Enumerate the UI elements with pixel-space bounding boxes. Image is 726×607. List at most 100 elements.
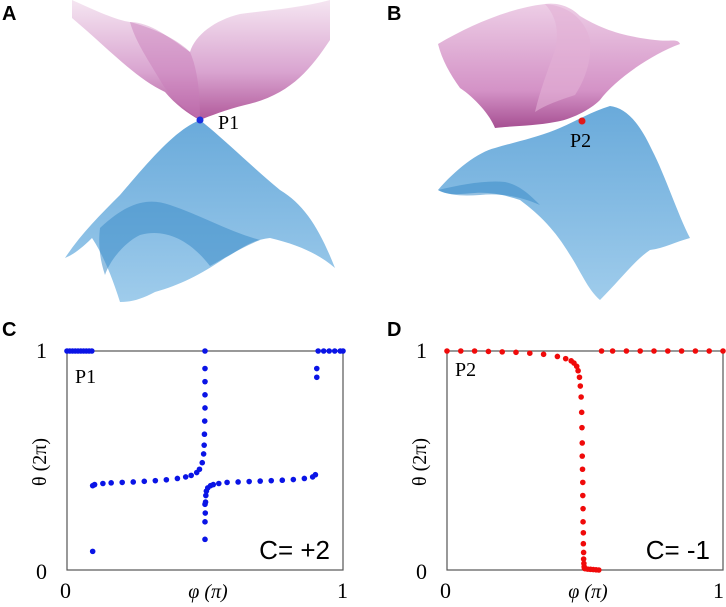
data-point-c-4-2: [203, 492, 209, 499]
data-point-d-1-6: [579, 492, 586, 499]
data-point-c-4-6: [210, 481, 217, 488]
data-point-c-3-6: [202, 365, 208, 372]
lower-band-surface-a: [65, 120, 335, 302]
band-surface-b: [438, 3, 690, 300]
data-point-d-1-3: [579, 453, 586, 459]
upper-band-surface-a: [72, 0, 330, 120]
data-point-c-3-7: [202, 348, 208, 354]
x-tick-label-c-right: 1: [337, 578, 348, 603]
data-point-d-3-9: [720, 348, 726, 354]
data-point-c-4-11: [257, 478, 264, 484]
data-point-d-0-9: [562, 355, 569, 362]
data-point-d-0-8: [554, 353, 561, 360]
data-point-c-4-15: [301, 475, 308, 482]
data-point-c-2-10: [188, 472, 194, 479]
x-axis-label-d: φ (π): [568, 581, 608, 603]
data-point-c-4-13: [279, 477, 286, 484]
data-point-d-0-4: [499, 349, 506, 355]
lower-band-surface-b: [438, 106, 690, 300]
point-p1-marker: [196, 116, 204, 124]
data-point-c-4-8: [224, 479, 230, 486]
data-point-d-0-2: [471, 348, 478, 354]
data-point-c-2-0: [91, 481, 98, 488]
data-point-d-1-7: [580, 505, 586, 512]
data-point-d-0-5: [513, 349, 519, 356]
data-point-c-4-14: [290, 476, 297, 483]
y-axis-label-d: θ (2π): [409, 438, 431, 486]
data-point-d-1-8: [580, 519, 586, 525]
data-point-c-2-12: [196, 466, 203, 473]
data-point-d-0-7: [540, 351, 547, 358]
data-point-d-1-9: [580, 529, 587, 536]
data-point-d-0-15: [577, 383, 584, 389]
panel-letter-c: C: [2, 319, 16, 341]
data-point-c-3-5: [202, 378, 208, 385]
data-point-c-4-12: [268, 477, 275, 484]
data-point-d-0-3: [485, 348, 492, 355]
point-p2-marker: [578, 117, 586, 125]
data-point-c-2-9: [182, 474, 189, 480]
data-point-c-3-2: [201, 418, 208, 424]
data-point-d-3-6: [678, 348, 685, 354]
lower-band-fold-a: [99, 201, 260, 275]
point-p1-label: P1: [218, 112, 239, 134]
data-point-d-3-2: [623, 348, 630, 354]
data-point-d-1-11: [580, 549, 587, 556]
data-point-c-4-9: [235, 479, 241, 485]
panel-c: C 1 0 0 1 φ (π) θ (2π) P1 C= +2: [2, 319, 348, 603]
data-point-d-3-3: [637, 348, 643, 354]
data-point-c-4-10: [246, 478, 252, 485]
data-point-c-3-3: [202, 405, 208, 411]
series-group-c: [64, 348, 346, 555]
lower-band-fold-b: [438, 181, 540, 205]
data-point-c-4-17: [312, 471, 319, 478]
data-point-c-4-0: [202, 510, 209, 516]
data-point-d-0-1: [458, 348, 464, 354]
data-point-d-1-12: [580, 556, 587, 562]
data-point-d-1-5: [579, 479, 586, 486]
data-point-c-6-3: [331, 348, 338, 354]
data-point-d-3-7: [692, 348, 699, 354]
data-point-d-3-0: [598, 348, 605, 354]
data-point-c-3-4: [202, 392, 208, 398]
panel-letter-d: D: [387, 319, 401, 341]
panel-letter-b: B: [387, 3, 401, 25]
data-point-d-0-12: [573, 363, 580, 370]
data-point-c-4-7: [216, 480, 222, 487]
data-point-d-3-5: [665, 348, 671, 354]
inset-label-c: P1: [75, 366, 96, 388]
data-point-c-3-1: [201, 431, 208, 438]
data-point-c-2-8: [174, 475, 181, 482]
x-tick-label-d-left: 0: [440, 578, 451, 603]
data-point-c-4-1: [202, 499, 209, 505]
panel-b: B P2: [387, 3, 690, 300]
data-point-c-2-3: [119, 479, 125, 486]
x-tick-label-c-left: 0: [60, 578, 71, 603]
y-tick-label-d-bottom: 0: [416, 559, 427, 584]
data-point-c-6-1: [320, 348, 327, 354]
panel-d: D 1 0 0 1 φ (π) θ (2π) P2 C= -1: [387, 319, 726, 603]
data-point-d-1-4: [579, 466, 586, 473]
data-point-c-3-0: [201, 442, 207, 448]
point-p2-label: P2: [570, 130, 591, 152]
data-point-d-0-13: [575, 367, 581, 374]
data-point-d-3-8: [706, 348, 712, 354]
x-tick-label-d-right: 1: [713, 578, 724, 603]
data-point-c-2-5: [141, 478, 148, 485]
data-point-c-2-2: [108, 480, 114, 486]
data-point-c-6-2: [326, 348, 333, 354]
data-point-c-6-5: [340, 348, 346, 354]
data-point-c-3-10: [202, 536, 208, 543]
chern-number-annotation-d: C= -1: [646, 535, 710, 565]
data-point-d-0-0: [444, 348, 450, 354]
data-point-c-6-0: [315, 348, 321, 354]
y-tick-label-d-top: 1: [416, 338, 427, 363]
data-point-d-1-10: [580, 540, 587, 547]
data-point-d-1-1: [579, 424, 585, 431]
band-surface-a: [65, 0, 335, 302]
data-point-d-3-4: [651, 348, 657, 354]
data-point-c-2-4: [130, 479, 137, 485]
y-axis-label-c: θ (2π): [29, 438, 51, 486]
data-point-d-1-0: [578, 409, 585, 416]
data-point-c-5-0: [313, 374, 320, 381]
